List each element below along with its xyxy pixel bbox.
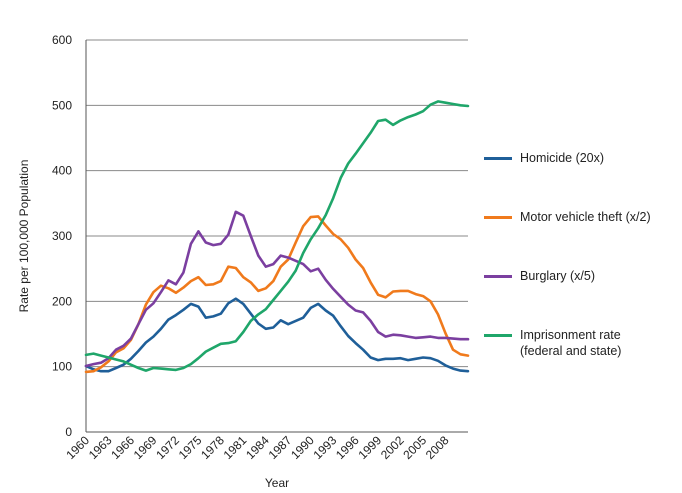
- legend-item: Motor vehicle theft (x/2): [484, 209, 679, 225]
- x-tick-label: 1987: [266, 433, 295, 462]
- x-axis-label: Year: [265, 476, 289, 490]
- legend-swatch: [484, 157, 512, 160]
- y-tick-label: 0: [65, 425, 72, 439]
- legend-label: Homicide (20x): [520, 151, 605, 165]
- tick-labels: 0100200300400500600196019631966196919721…: [52, 33, 452, 462]
- x-tick-label: 1975: [176, 433, 205, 462]
- x-tick-label: 1981: [221, 433, 250, 462]
- x-tick-label: 1984: [243, 433, 272, 462]
- legend-swatch: [484, 216, 512, 219]
- x-tick-label: 1972: [153, 433, 182, 462]
- x-tick-label: 1966: [108, 433, 137, 462]
- legend-item: Burglary (x/5): [484, 268, 679, 284]
- x-tick-label: 1978: [198, 433, 227, 462]
- x-tick-label: 1963: [86, 433, 115, 462]
- x-tick-label: 2005: [400, 433, 429, 462]
- x-tick-label: 1990: [288, 433, 317, 462]
- y-axis-label: Rate per 100,000 Population: [17, 160, 31, 313]
- legend-swatch: [484, 275, 512, 278]
- x-tick-label: 1969: [131, 433, 160, 462]
- legend-label: Motor vehicle theft (x/2): [520, 210, 651, 224]
- legend-swatch: [484, 334, 512, 337]
- legend-label: Imprisonment rate (federal and state): [520, 328, 622, 358]
- series-lines: [84, 100, 470, 374]
- series-line-3: [84, 100, 470, 372]
- gridlines: [86, 39, 468, 368]
- legend: Homicide (20x) Motor vehicle theft (x/2) B…: [484, 150, 679, 359]
- series-line-0: [84, 297, 470, 373]
- x-tick-label: 2008: [423, 433, 452, 462]
- x-tick-label: 1999: [355, 433, 384, 462]
- series-line-1: [84, 215, 470, 374]
- series-line-2: [84, 210, 470, 368]
- y-tick-label: 200: [52, 294, 72, 308]
- legend-label: Burglary (x/5): [520, 269, 596, 283]
- legend-item: Imprisonment rate (federal and state): [484, 327, 679, 359]
- y-tick-label: 600: [52, 33, 72, 47]
- y-tick-label: 400: [52, 164, 72, 178]
- legend-item: Homicide (20x): [484, 150, 679, 166]
- y-tick-label: 500: [52, 98, 72, 112]
- y-tick-label: 300: [52, 229, 72, 243]
- y-tick-label: 100: [52, 360, 72, 374]
- x-tick-label: 2002: [378, 433, 407, 462]
- x-tick-label: 1993: [311, 433, 340, 462]
- x-tick-label: 1996: [333, 433, 362, 462]
